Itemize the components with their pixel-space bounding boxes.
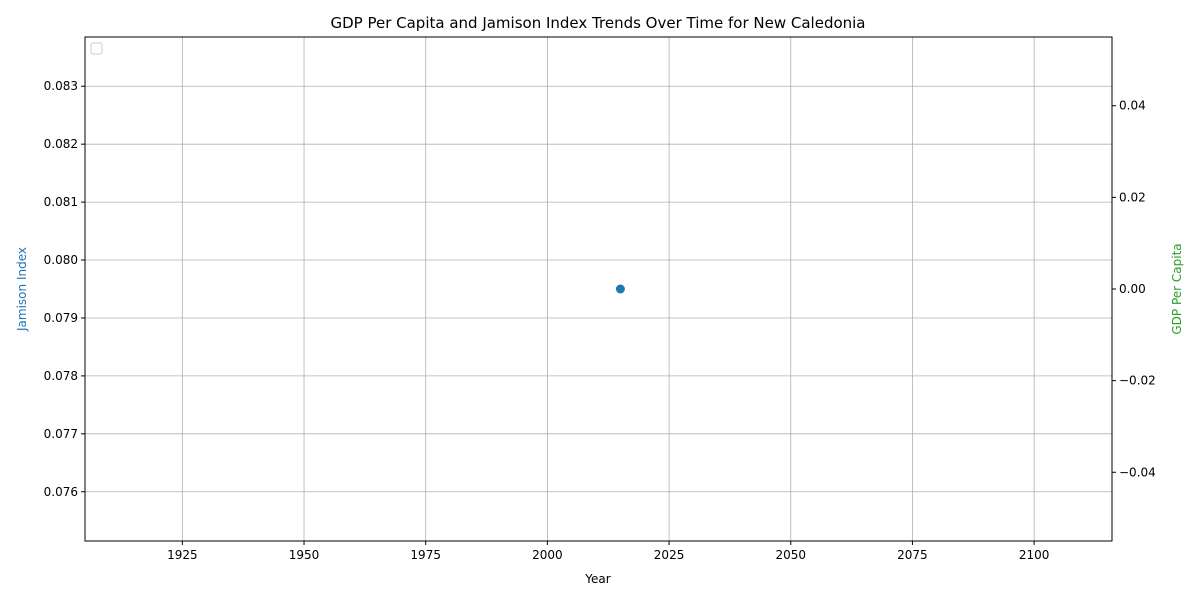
data-point — [615, 284, 625, 294]
y-left-tick-label: 0.076 — [44, 485, 78, 499]
x-tick-label: 2100 — [1019, 548, 1050, 562]
x-tick-label: 2025 — [654, 548, 685, 562]
x-tick-label: 1975 — [410, 548, 441, 562]
y-left-tick-label: 0.080 — [44, 253, 78, 267]
y-left-tick-label: 0.078 — [44, 369, 78, 383]
x-axis-ticks: 1925 1950 1975 2000 2025 2050 2075 2100 — [167, 541, 1049, 562]
x-tick-label: 2050 — [775, 548, 806, 562]
x-axis-label: Year — [584, 572, 610, 586]
legend-box — [90, 42, 103, 55]
y-right-tick-label: 0.04 — [1119, 99, 1146, 113]
x-tick-label: 2000 — [532, 548, 563, 562]
y-left-tick-label: 0.079 — [44, 311, 78, 325]
y-left-axis-label: Jamison Index — [15, 247, 29, 332]
y-left-tick-label: 0.083 — [44, 79, 78, 93]
y-right-tick-label: 0.02 — [1119, 190, 1146, 204]
y-left-axis-ticks: 0.076 0.077 0.078 0.079 0.080 0.081 0.082 0.083 — [44, 79, 85, 499]
y-left-tick-label: 0.081 — [44, 195, 78, 209]
x-tick-label: 1925 — [167, 548, 198, 562]
y-right-tick-label: −0.04 — [1119, 465, 1156, 479]
plot-area-frame — [84, 36, 1113, 542]
grid-lines — [85, 37, 1112, 541]
y-left-tick-label: 0.077 — [44, 427, 78, 441]
y-right-tick-label: −0.02 — [1119, 374, 1156, 388]
x-tick-label: 2075 — [897, 548, 928, 562]
data-marks — [615, 284, 625, 294]
chart-title: GDP Per Capita and Jamison Index Trends … — [330, 14, 865, 32]
y-right-tick-label: 0.00 — [1119, 282, 1146, 296]
y-right-axis-label: GDP Per Capita — [1170, 243, 1184, 334]
y-left-tick-label: 0.082 — [44, 137, 78, 151]
y-right-axis-ticks: −0.04 −0.02 0.00 0.02 0.04 — [1112, 99, 1156, 479]
x-tick-label: 1950 — [289, 548, 320, 562]
